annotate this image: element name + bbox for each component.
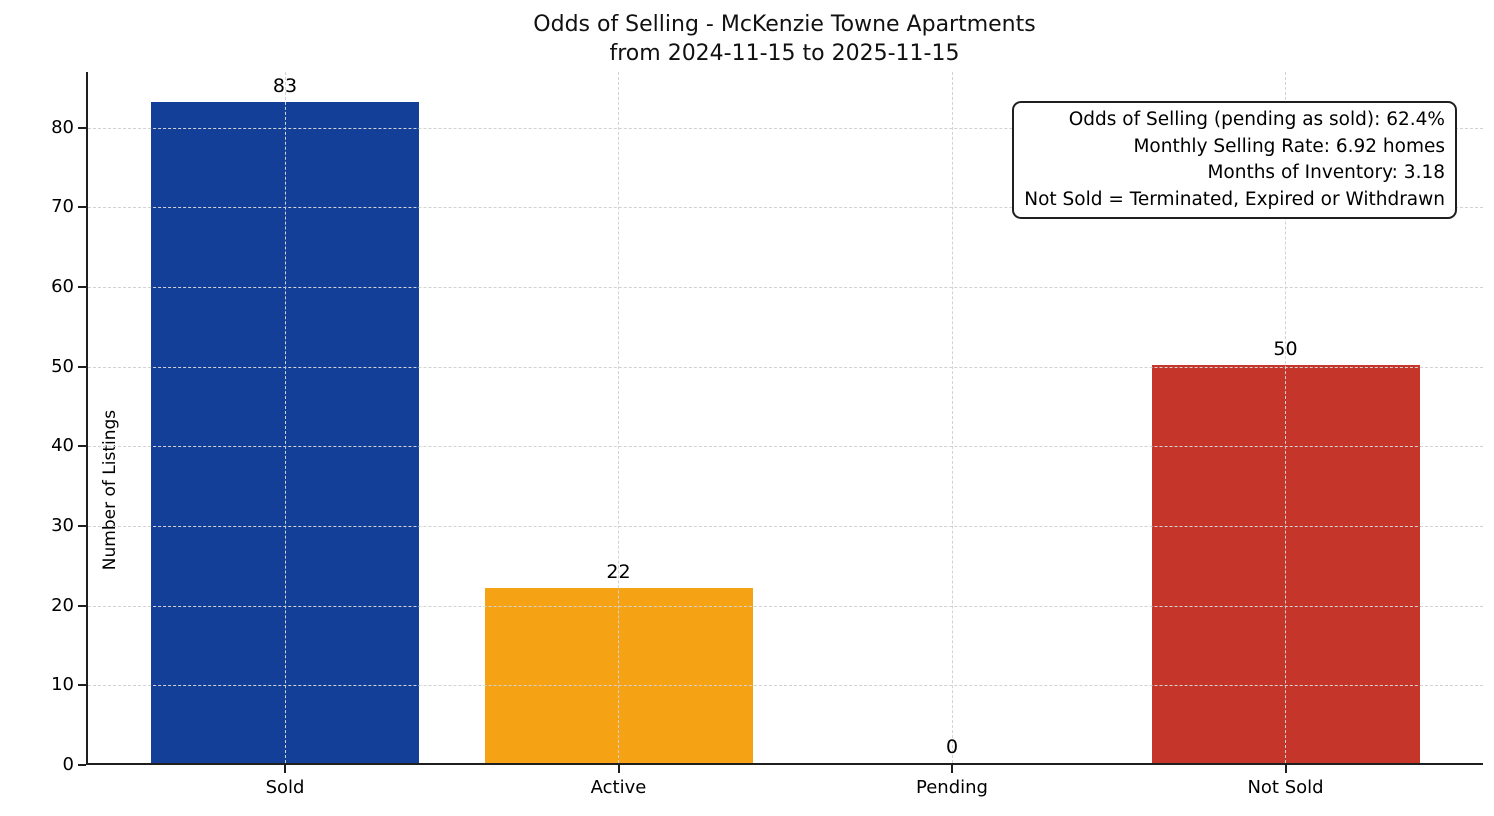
y-tick-mark xyxy=(78,286,86,289)
y-tick-label: 60 xyxy=(51,276,74,298)
x-tick-label-active: Active xyxy=(590,777,647,798)
annotation-line-not-sold-def: Not Sold = Terminated, Expired or Withdr… xyxy=(1024,188,1445,210)
annotation-line-odds: Odds of Selling (pending as sold): 62.4% xyxy=(1068,109,1445,130)
bar-value-label-active: 22 xyxy=(606,560,631,583)
y-gridline xyxy=(88,446,1483,448)
y-tick-label: 10 xyxy=(51,674,74,696)
x-gridline xyxy=(951,72,953,763)
x-tick-label-pending: Pending xyxy=(916,777,988,798)
plot-area: Number of Listings 0 10 20 30 40 50 60 70 80 83 So… xyxy=(51,72,1483,798)
y-tick-mark xyxy=(78,365,86,368)
x-gridline xyxy=(618,72,619,763)
chart-title: Odds of Selling - McKenzie Towne Apartme… xyxy=(86,10,1483,68)
chart-title-line2: from 2024-11-15 to 2025-11-15 xyxy=(609,41,960,66)
y-tick-label: 20 xyxy=(51,594,74,616)
annotation-line-inventory: Months of Inventory: 3.18 xyxy=(1207,162,1445,183)
x-tick-label-not-sold: Not Sold xyxy=(1247,777,1324,798)
bar-value-label-sold: 83 xyxy=(272,74,298,97)
x-tick-label-sold: Sold xyxy=(265,777,305,798)
annotation-box: Odds of Selling (pending as sold): 62.4%… xyxy=(1012,101,1457,219)
x-tick-mark xyxy=(284,765,286,773)
y-tick-mark xyxy=(78,525,86,528)
x-gridline xyxy=(284,72,286,763)
y-tick-label: 0 xyxy=(62,754,74,775)
y-tick-label: 80 xyxy=(51,116,74,138)
y-gridline xyxy=(88,207,1483,209)
y-gridline xyxy=(88,366,1483,368)
y-tick-mark xyxy=(78,126,86,129)
y-tick-mark xyxy=(78,684,86,687)
y-gridline xyxy=(88,526,1483,528)
y-tick-label: 40 xyxy=(51,435,74,457)
y-tick-mark xyxy=(78,764,86,766)
y-tick-mark xyxy=(78,206,86,209)
x-tick-mark xyxy=(1284,765,1287,773)
bar-value-label-pending: 0 xyxy=(945,736,959,758)
y-tick-mark xyxy=(78,445,86,448)
y-gridline xyxy=(88,605,1483,607)
annotation-line-monthly-rate: Monthly Selling Rate: 6.92 homes xyxy=(1133,135,1445,157)
y-gridline xyxy=(88,685,1483,687)
chart-title-line1: Odds of Selling - McKenzie Towne Apartme… xyxy=(533,12,1036,37)
y-tick-mark xyxy=(78,604,86,607)
x-gridline xyxy=(1285,72,1286,763)
x-tick-mark xyxy=(617,765,620,773)
y-tick-label: 30 xyxy=(51,515,74,537)
y-gridline xyxy=(88,287,1483,289)
y-tick-label: 70 xyxy=(51,196,74,218)
bar-value-label-not-sold: 50 xyxy=(1273,337,1298,360)
y-gridline xyxy=(88,127,1483,129)
y-axis-label: Number of Listings xyxy=(100,409,120,571)
y-tick-label: 50 xyxy=(51,355,74,377)
x-tick-mark xyxy=(951,765,953,773)
